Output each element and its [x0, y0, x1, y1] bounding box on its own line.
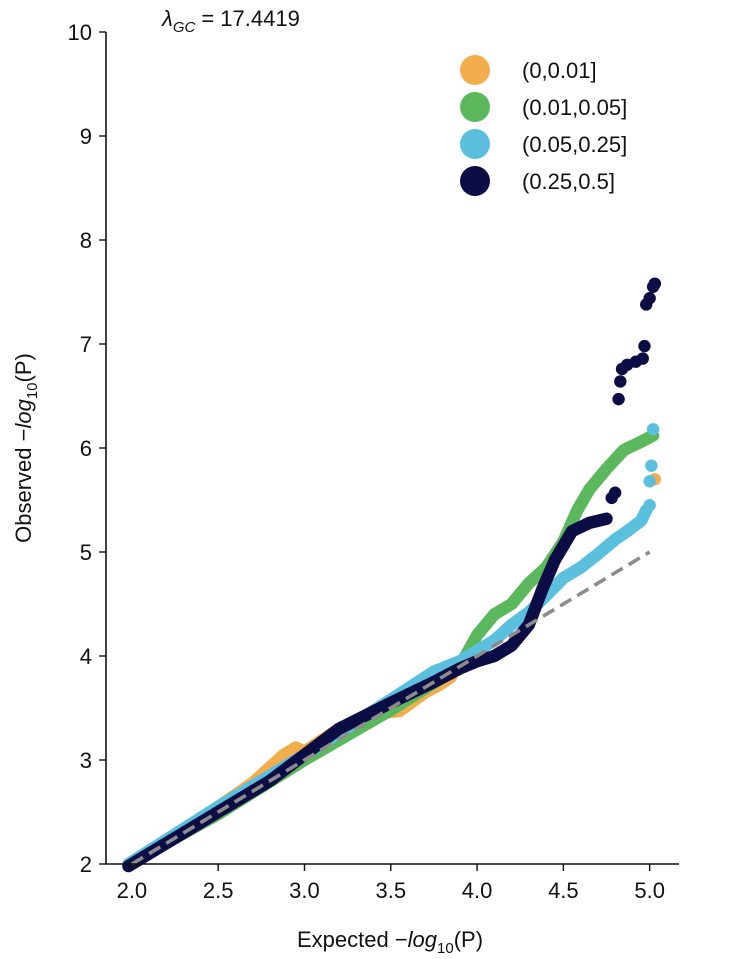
x-tick-label: 3.0 — [289, 878, 320, 903]
legend: (0,0.01] (0.01,0.05] (0.05,0.25] (0.25,0.5] — [460, 55, 627, 196]
legend-label: (0.05,0.25] — [522, 132, 627, 157]
title-value: = 17.4419 — [201, 6, 299, 31]
y-tick-label: 3 — [80, 748, 92, 773]
x-tick-label: 2.5 — [203, 878, 234, 903]
reference-line-layer — [130, 550, 651, 866]
y-tick-label: 10 — [68, 20, 92, 45]
data-point — [646, 423, 660, 436]
y-tick-label: 6 — [80, 436, 92, 461]
legend-marker — [460, 166, 490, 196]
x-tick-label: 4.5 — [548, 878, 579, 903]
plot-title: λGC = 17.4419 — [161, 6, 300, 36]
legend-label: (0.01,0.05] — [522, 95, 627, 120]
data-point — [608, 486, 622, 499]
data-point — [614, 375, 627, 388]
data-point — [643, 475, 656, 488]
x-tick-label: 5.0 — [634, 878, 665, 903]
y-axis-label: Observed −log10(P) — [11, 353, 41, 543]
data-point — [645, 459, 658, 472]
x-tick-label: 2.0 — [117, 878, 148, 903]
title-lambda: λ — [161, 6, 173, 31]
data-point — [643, 292, 656, 305]
reference-line — [130, 550, 651, 866]
legend-marker — [460, 55, 490, 85]
data-point — [612, 392, 625, 406]
x-axis-label: Expected −log10(P) — [297, 927, 483, 957]
legend-marker — [460, 129, 490, 159]
series-0-05-0-25 — [122, 423, 660, 871]
data-point — [638, 339, 651, 353]
y-tick-label: 8 — [80, 228, 92, 253]
data-point — [600, 512, 613, 525]
y-tick-label: 2 — [80, 852, 92, 877]
legend-label: (0.25,0.5] — [522, 169, 615, 194]
legend-marker — [460, 92, 490, 122]
data-point — [643, 499, 656, 512]
svg-text:λGC= 17.4419: λGC = 17.4419 — [161, 6, 300, 36]
x-tick-label: 3.5 — [375, 878, 406, 903]
data-point — [648, 277, 662, 290]
y-tick-label: 5 — [80, 540, 92, 565]
x-axis-ticks: 2.0 2.5 3.0 3.5 4.0 4.5 5.0 — [117, 864, 665, 903]
series-layer — [122, 277, 662, 873]
y-tick-label: 4 — [80, 644, 92, 669]
data-point — [636, 352, 649, 365]
title-subscript: GC — [173, 19, 196, 36]
y-tick-label: 7 — [80, 332, 92, 357]
y-axis-ticks: 2 3 4 5 6 7 8 9 10 — [68, 20, 106, 877]
y-tick-label: 9 — [80, 124, 92, 149]
series-0-01-0-05 — [122, 429, 660, 871]
x-tick-label: 4.0 — [462, 878, 493, 903]
legend-label: (0,0.01] — [522, 58, 597, 83]
